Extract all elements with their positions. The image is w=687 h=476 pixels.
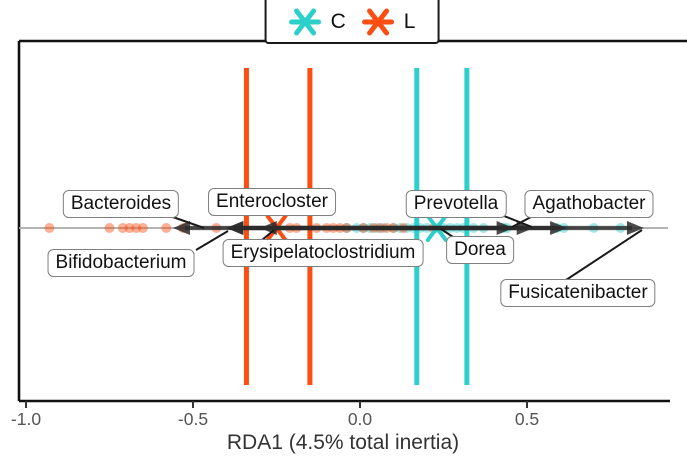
legend-item-l: L — [362, 8, 416, 36]
x-axis-tick-label: -1.0 — [11, 409, 41, 429]
leader-line — [440, 228, 454, 238]
leader-line — [261, 229, 275, 241]
legend-label-l: L — [403, 10, 416, 33]
asterisk-stroke — [367, 8, 390, 36]
asterisk-stroke — [294, 8, 317, 36]
data-point-l — [44, 223, 55, 233]
data-point-l — [117, 223, 128, 233]
taxon-label-prevotella: Prevotella — [405, 190, 507, 218]
taxon-label-dorea: Dorea — [446, 236, 514, 264]
data-point-l — [131, 223, 142, 233]
data-point-l — [124, 223, 135, 233]
leader-line — [169, 215, 205, 229]
x-axis-tick-label: 0.5 — [515, 409, 539, 429]
leader-line — [511, 216, 532, 228]
taxon-label-agathobacter: Agathobacter — [524, 190, 654, 218]
leader-line — [195, 230, 229, 251]
group-l-asterisk-icon — [362, 8, 395, 36]
leader-line — [503, 215, 533, 228]
legend-label-c: C — [330, 10, 346, 33]
legend: C L — [264, 0, 440, 44]
rda-arrowhead — [172, 221, 190, 235]
group-c-asterisk-icon — [289, 8, 322, 36]
taxon-label-fusicatenibacter: Fusicatenibacter — [500, 279, 656, 307]
legend-item-c: C — [289, 8, 346, 36]
data-point-l — [161, 223, 172, 233]
leader-line — [565, 229, 643, 281]
x-axis-title: RDA1 (4.5% total inertia) — [226, 431, 460, 454]
taxon-label-bifidobacterium: Bifidobacterium — [47, 249, 195, 277]
rda-arrowhead — [259, 221, 277, 235]
data-point-l — [104, 223, 115, 233]
data-point-l — [137, 223, 148, 233]
taxon-label-enterocloster: Enterocloster — [208, 188, 336, 216]
taxon-label-erysipelatoclostridium: Erysipelatoclostridium — [222, 239, 424, 267]
rda-arrowhead — [226, 221, 244, 235]
taxon-label-bacteroides: Bacteroides — [62, 190, 180, 218]
rda-arrowhead — [626, 221, 644, 235]
x-axis-tick-label: -0.5 — [178, 409, 208, 429]
x-axis-tick-label: 0.0 — [348, 409, 373, 429]
